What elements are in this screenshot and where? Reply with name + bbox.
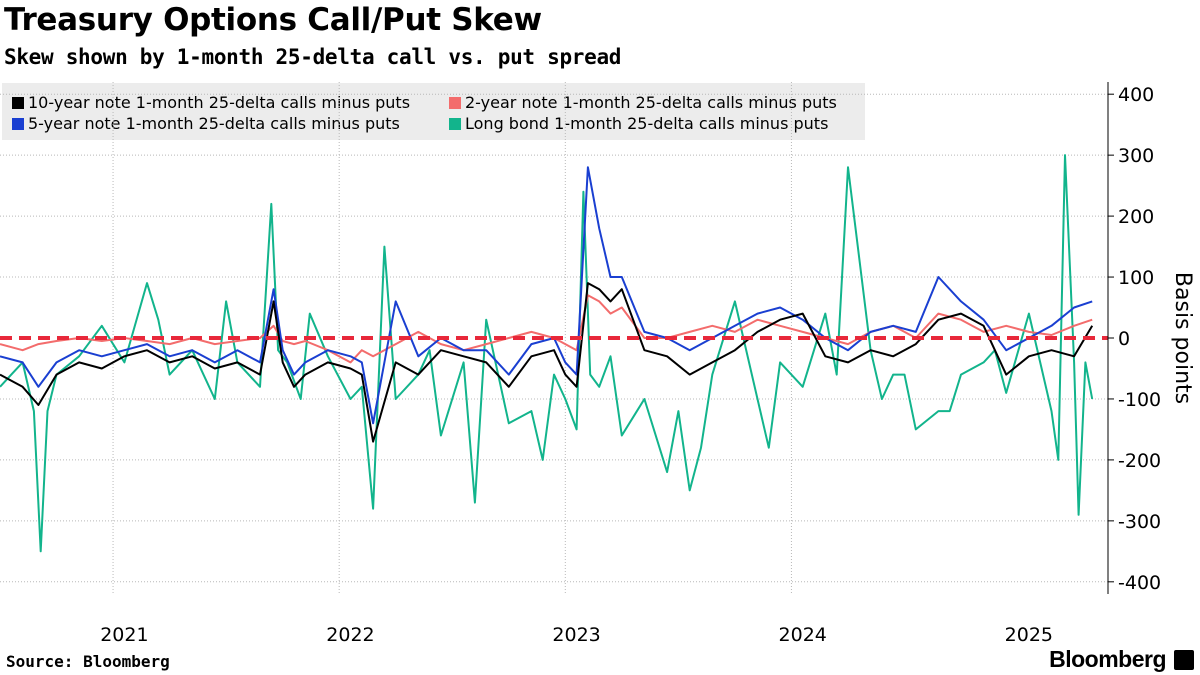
x-tick-label: 2023 xyxy=(552,624,600,646)
y-tick-label: -400 xyxy=(1118,572,1161,594)
series-line-3 xyxy=(0,154,1094,553)
series-line-2 xyxy=(0,166,1093,425)
bloomberg-terminal-icon xyxy=(1174,650,1194,670)
y-tick-label: -300 xyxy=(1118,511,1161,533)
y-axis-title: Basis points xyxy=(1170,272,1195,404)
legend-label-long-bond: Long bond 1-month 25-delta calls minus p… xyxy=(465,114,829,133)
legend-swatch-2-year xyxy=(449,96,461,109)
x-tick-label: 2025 xyxy=(1005,624,1053,646)
legend: 10-year note 1-month 25-delta calls minu… xyxy=(2,83,865,140)
grid xyxy=(0,82,1108,594)
axes: 400 300 200 100 0 -100 -200 -300 -400 Basis point… xyxy=(0,82,1195,646)
legend-item-long-bond: Long bond 1-month 25-delta calls minus p… xyxy=(449,114,828,133)
legend-swatch-5-year xyxy=(12,117,24,130)
y-tick-label: -100 xyxy=(1118,389,1161,411)
chart-subtitle: Skew shown by 1-month 25-delta call vs. … xyxy=(4,45,622,69)
y-tick-label: 0 xyxy=(1118,328,1130,350)
legend-item-10-year: 10-year note 1-month 25-delta calls minu… xyxy=(12,93,410,112)
y-tick-label: 300 xyxy=(1118,145,1154,167)
y-tick-label: 200 xyxy=(1118,206,1154,228)
chart-title: Treasury Options Call/Put Skew xyxy=(4,2,542,38)
legend-label-2-year: 2-year note 1-month 25-delta calls minus… xyxy=(465,93,837,112)
y-tick-label: -200 xyxy=(1118,450,1161,472)
x-tick-label: 2022 xyxy=(326,624,374,646)
legend-swatch-10-year xyxy=(12,96,24,109)
legend-item-5-year: 5-year note 1-month 25-delta calls minus… xyxy=(12,114,400,133)
bloomberg-logo: Bloomberg xyxy=(1049,646,1166,672)
legend-item-2-year: 2-year note 1-month 25-delta calls minus… xyxy=(449,93,837,112)
legend-swatch-long-bond xyxy=(449,117,461,130)
x-tick-label: 2024 xyxy=(779,624,827,646)
source-note: Source: Bloomberg xyxy=(6,652,170,671)
series-lines xyxy=(0,154,1094,553)
y-tick-label: 100 xyxy=(1118,267,1154,289)
legend-label-10-year: 10-year note 1-month 25-delta calls minu… xyxy=(28,93,411,112)
y-tick-label: 400 xyxy=(1118,84,1154,106)
legend-label-5-year: 5-year note 1-month 25-delta calls minus… xyxy=(28,114,400,133)
series-line-0 xyxy=(0,282,1094,443)
x-tick-label: 2021 xyxy=(100,624,148,646)
